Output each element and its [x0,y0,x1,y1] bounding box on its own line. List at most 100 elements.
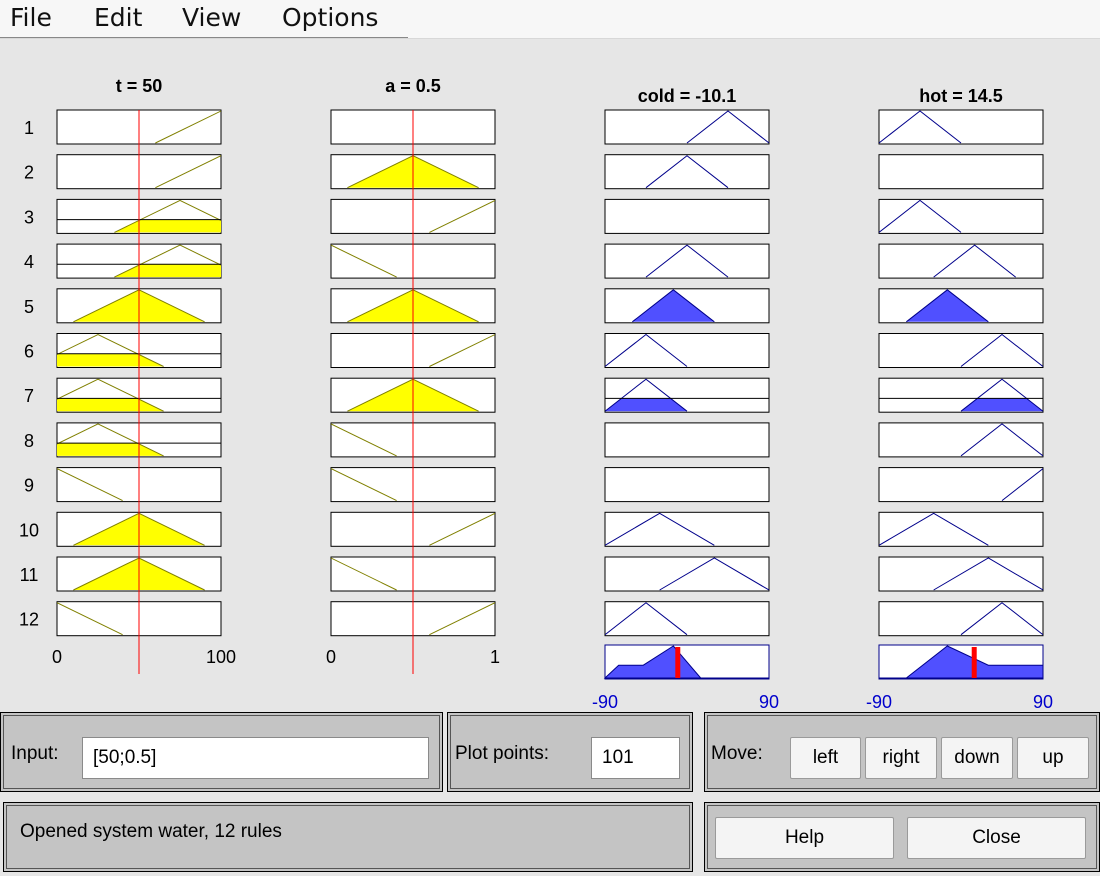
rule-9-mf-1 [331,468,397,502]
rule-1-mf-2 [686,110,769,144]
menu-divider [0,37,408,38]
rule-5-activation-2 [632,289,715,322]
rule-label-2: 2 [24,163,34,183]
rule-6-mf-2 [605,333,688,367]
rule-11-mf-3 [933,557,1043,591]
rule-7-activation-2 [605,398,687,412]
rule-8-mf-0 [57,423,164,457]
rule-3-plot-3 [878,198,1044,234]
rule-8-plot-3 [878,422,1044,458]
rule-9-mf-3 [1001,467,1043,501]
rule-7-plot-2 [604,377,770,413]
var-header-3: hot = 14.5 [919,86,1003,106]
rule-12-mf-2 [605,602,688,636]
rule-2-plot-3 [878,154,1044,190]
input-panel: Input: [0,712,443,792]
rule-5-mf-3 [906,289,989,323]
rule-4-mf-3 [933,244,1016,278]
rule-1-plot-3 [878,109,1044,145]
rule-12-mf-1 [429,602,495,636]
rule-5-mf-2 [632,289,715,323]
rule-2-mf-2 [645,155,729,189]
rule-8-mf-3 [960,423,1043,457]
close-button[interactable]: Close [907,817,1086,859]
move-right-button[interactable]: right [865,737,937,779]
rule-12-plot-2 [604,601,770,637]
rule-12-plot-3 [878,601,1044,637]
range-min-label-0: 0 [52,647,62,667]
rule-2-mf-0 [155,155,221,189]
rule-10-mf-1 [429,512,495,546]
rule-viewer-plots: t = 50 a = 0.5 cold = -10.1 hot = 14.512345… [19,76,1053,712]
help-button[interactable]: Help [715,817,894,859]
rule-3-mf-3 [879,199,962,233]
menu-bar: File Edit View Options [0,0,1100,39]
rule-9-plot-3 [878,467,1044,503]
plot-points-field[interactable] [591,737,680,779]
menu-file[interactable]: File [10,3,52,32]
move-left-button[interactable]: left [790,737,861,779]
rule-4-plot-3 [878,243,1044,279]
rule-3-mf-1 [429,199,495,233]
rule-10-mf-2 [605,512,715,546]
rule-label-1: 1 [24,118,34,138]
rule-label-8: 8 [24,431,34,451]
rule-6-mf-0 [57,333,164,367]
range-min-label-2: -90 [592,692,618,712]
rule-label-4: 4 [24,252,34,272]
rule-1-mf-0 [155,110,221,144]
rule-1-mf-3 [879,110,962,144]
rule-10-mf-3 [879,512,989,546]
rule-label-10: 10 [19,520,39,540]
rule-4-mf-0 [114,244,221,278]
rule-label-6: 6 [24,342,34,362]
rule-3-activation-0 [114,219,221,233]
var-header-2: cold = -10.1 [638,86,737,106]
rule-2-plot-2 [604,154,770,190]
menu-edit[interactable]: Edit [94,3,143,32]
rule-4-plot-2 [604,243,770,279]
input-label: Input: [11,743,59,764]
var-header-0: t = 50 [116,76,163,96]
rule-12-mf-0 [57,602,123,636]
rule-12-mf-3 [960,602,1043,636]
range-max-label-2: 90 [759,692,779,712]
move-up-button[interactable]: up [1017,737,1089,779]
aggregate-shape-0 [603,645,769,679]
rule-7-activation-3 [961,398,1043,412]
rule-5-activation-3 [906,289,989,322]
range-min-label-1: 0 [326,647,336,667]
rule-6-plot-3 [878,333,1044,368]
var-header-1: a = 0.5 [385,76,441,96]
rule-7-mf-2 [605,378,688,412]
rule-4-mf-2 [645,244,729,278]
rule-9-plot-2 [604,467,770,503]
rule-9-mf-0 [57,468,123,502]
move-down-button[interactable]: down [941,737,1013,779]
status-text: Opened system water, 12 rules [20,821,282,842]
move-panel: Move: left right down up [704,712,1100,792]
rule-label-12: 12 [19,610,39,630]
range-max-label-3: 90 [1033,692,1053,712]
menu-options[interactable]: Options [282,3,379,32]
rule-11-mf-1 [331,557,397,591]
rule-4-mf-1 [331,244,397,278]
range-max-label-0: 100 [206,647,236,667]
input-field[interactable] [82,737,429,779]
move-label: Move: [711,743,763,764]
rule-1-plot-2 [604,109,770,145]
rule-4-activation-0 [114,264,221,278]
rule-6-plot-2 [604,333,770,368]
rule-11-mf-2 [659,557,769,591]
help-close-panel: Help Close [704,802,1100,872]
rule-label-7: 7 [24,386,34,406]
rule-8-activation-0 [57,443,164,456]
rule-6-activation-0 [57,353,164,367]
rule-label-9: 9 [24,476,34,496]
rule-7-mf-3 [960,378,1043,412]
rule-7-activation-0 [57,398,164,412]
menu-view[interactable]: View [182,3,242,32]
rule-8-plot-2 [604,422,770,458]
rule-6-mf-3 [960,333,1043,367]
plot-points-panel: Plot points: [447,712,693,792]
